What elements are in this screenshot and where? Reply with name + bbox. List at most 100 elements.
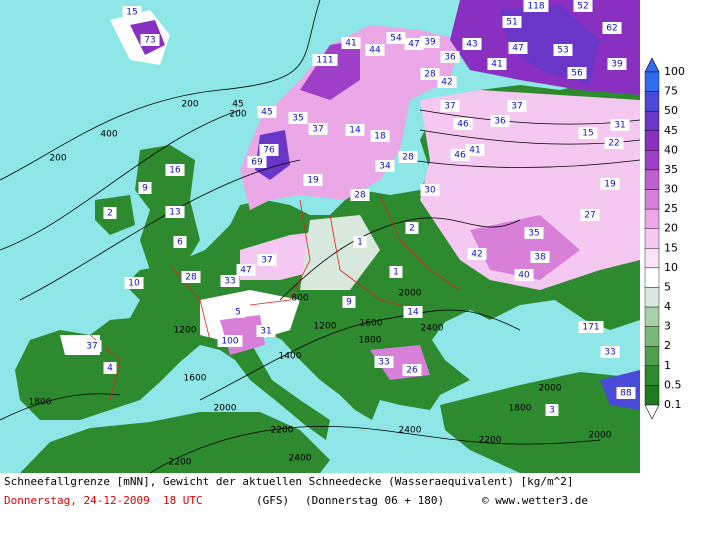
snow-label: 10 xyxy=(128,279,140,289)
snow-label-box xyxy=(602,22,622,34)
legend-swatch xyxy=(644,306,660,327)
contour-label: 2000 xyxy=(589,431,612,441)
contour-label: 2000 xyxy=(539,384,562,394)
legend-label: 0.5 xyxy=(664,378,682,391)
snow-label: 46 xyxy=(457,120,469,130)
legend-label: 25 xyxy=(664,202,678,215)
snow-label-box xyxy=(259,144,279,156)
snow-label-box xyxy=(610,119,630,131)
snow-label: 39 xyxy=(424,38,436,48)
contour-label: 1600 xyxy=(184,374,207,384)
contour-label: 1800 xyxy=(29,398,52,408)
snow-label: 15 xyxy=(582,129,593,139)
snow-label: 3 xyxy=(549,406,555,416)
snow-label-box xyxy=(341,37,361,49)
contour-label: 2400 xyxy=(421,324,444,334)
legend-swatch xyxy=(644,287,660,308)
snow-label-box xyxy=(345,124,365,136)
snow-label: 16 xyxy=(169,166,181,176)
snow-label: 37 xyxy=(312,125,323,135)
snow-label: 27 xyxy=(584,211,595,221)
snow-label: 19 xyxy=(604,180,616,190)
legend-swatch xyxy=(644,189,660,210)
snow-label-box xyxy=(514,269,534,281)
snow-label-box xyxy=(122,6,142,18)
snow-label-box xyxy=(173,236,187,248)
legend-swatch xyxy=(644,365,660,386)
snow-label: 28 xyxy=(402,153,414,163)
snow-label: 171 xyxy=(582,323,599,333)
snow-label: 69 xyxy=(251,158,263,168)
snow-label-box xyxy=(256,325,276,337)
snow-label-box xyxy=(437,76,457,88)
contour-label: 1400 xyxy=(279,352,302,362)
snow-label: 37 xyxy=(444,102,455,112)
legend-swatch xyxy=(644,91,660,112)
snow-label: 33 xyxy=(224,277,235,287)
snow-label: 18 xyxy=(374,132,386,142)
snow-label-box xyxy=(524,227,544,239)
snow-label: 47 xyxy=(408,40,419,50)
snow-label-box xyxy=(440,51,460,63)
contour-label: 2200 xyxy=(479,436,502,446)
snow-label-box xyxy=(402,364,422,376)
snow-label-box xyxy=(140,34,160,46)
snow-label: 33 xyxy=(604,348,615,358)
legend-label: 30 xyxy=(664,183,678,196)
snow-label-box xyxy=(502,16,522,28)
snow-label: 45 xyxy=(261,108,272,118)
snow-label: 19 xyxy=(307,176,319,186)
contour-label: 1200 xyxy=(174,326,197,336)
snow-label: 30 xyxy=(424,186,436,196)
contour-label: 400 xyxy=(100,130,117,140)
snow-label-box xyxy=(231,306,245,318)
snow-label: 31 xyxy=(260,327,271,337)
legend-swatch xyxy=(644,208,660,229)
snow-label-box xyxy=(247,156,267,168)
snow-label: 15 xyxy=(126,8,137,18)
snow-label: 35 xyxy=(528,229,539,239)
snow-label: 40 xyxy=(518,271,530,281)
legend-label: 20 xyxy=(664,222,678,235)
snow-label: 43 xyxy=(466,40,477,50)
snow-label: 6 xyxy=(177,238,183,248)
legend-swatch xyxy=(644,346,660,367)
snow-label: 9 xyxy=(346,298,352,308)
snow-label-box xyxy=(440,100,460,112)
snow-label-box xyxy=(124,277,144,289)
legend-label: 2 xyxy=(664,339,671,352)
snow-label-box xyxy=(375,160,395,172)
snow-label-box xyxy=(420,184,440,196)
snow-label-box xyxy=(404,38,424,50)
run: (Donnerstag 06 + 180) xyxy=(305,494,445,507)
snow-label: 1 xyxy=(357,238,363,248)
snow-label: 14 xyxy=(349,126,361,136)
snow-label-box xyxy=(545,404,559,416)
snow-label-box xyxy=(420,36,440,48)
contour-label: 200 xyxy=(229,110,246,120)
snow-label-box xyxy=(217,335,243,347)
snow-label: 37 xyxy=(86,342,97,352)
snow-label-box xyxy=(312,54,338,66)
snow-label-box xyxy=(288,112,308,124)
snow-label: 52 xyxy=(577,2,588,12)
snow-label: 41 xyxy=(491,60,502,70)
contour-label: 200 xyxy=(181,100,198,110)
legend-swatch xyxy=(644,71,660,92)
snow-label: 51 xyxy=(506,18,517,28)
snow-label: 41 xyxy=(345,39,356,49)
snow-label-box xyxy=(465,144,485,156)
contour-label: 1600 xyxy=(360,319,383,329)
snow-label-box xyxy=(365,44,385,56)
snow-label-box xyxy=(386,32,406,44)
snow-label: 54 xyxy=(390,34,402,44)
snow-label-box xyxy=(374,356,394,368)
snow-label-box xyxy=(607,58,627,70)
legend-label: 75 xyxy=(664,85,678,98)
snow-label: 36 xyxy=(494,117,506,127)
legend-arrow-bottom xyxy=(644,404,660,420)
snow-label-box xyxy=(370,130,390,142)
snow-label-box xyxy=(616,387,636,399)
contour-label: 200 xyxy=(49,154,66,164)
